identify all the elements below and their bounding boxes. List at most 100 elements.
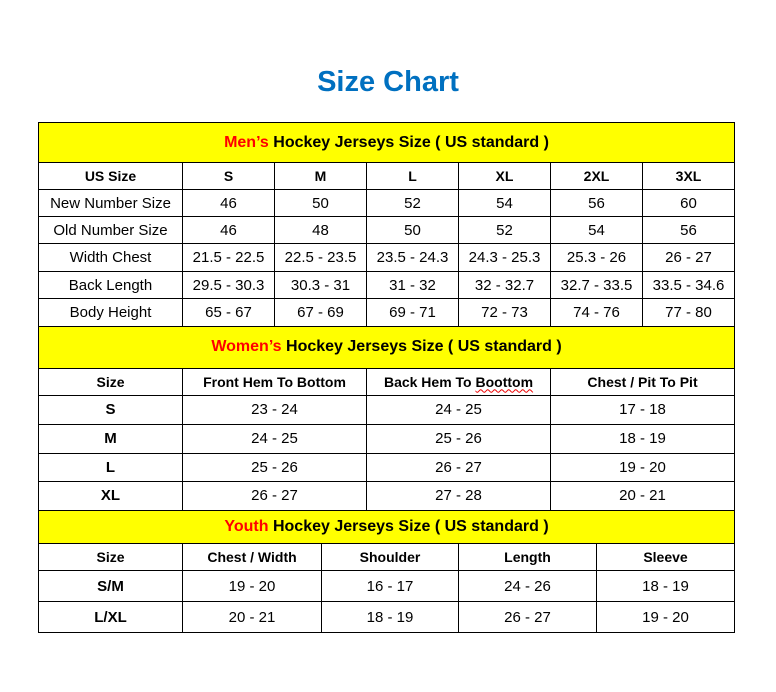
men-table: Men’s Hockey Jerseys Size ( US standard … [37, 122, 736, 327]
table-cell: 27 - 28 [366, 480, 551, 511]
table-row: Old Number Size 46 48 50 52 54 56 [38, 216, 736, 244]
table-cell: 22.5 - 23.5 [274, 243, 367, 272]
table-cell: 50 [274, 189, 367, 217]
table-cell: 25.3 - 26 [550, 243, 643, 272]
table-row: S/M 19 - 20 16 - 17 24 - 26 18 - 19 [38, 570, 736, 602]
table-cell: 19 - 20 [182, 570, 322, 602]
table-cell: 26 - 27 [182, 480, 367, 511]
column-header: 2XL [550, 162, 643, 190]
column-header: L [366, 162, 459, 190]
table-cell: 18 - 19 [321, 601, 459, 633]
row-label: Old Number Size [38, 216, 183, 244]
table-cell: 74 - 76 [550, 298, 643, 327]
table-cell: 56 [550, 189, 643, 217]
column-header: Chest / Width [182, 543, 322, 571]
youth-section-title: Youth Hockey Jerseys Size ( US standard … [37, 510, 736, 544]
row-label: L/XL [38, 601, 183, 633]
table-row: Width Chest 21.5 - 22.5 22.5 - 23.5 23.5 - … [38, 243, 736, 272]
table-cell: 24 - 25 [182, 423, 367, 454]
table-cell: 60 [641, 189, 736, 217]
table-cell: 25 - 26 [182, 452, 367, 482]
table-cell: 26 - 27 [641, 243, 736, 272]
table-row: XL 26 - 27 27 - 28 20 - 21 [38, 480, 736, 511]
men-section-title: Men’s Hockey Jerseys Size ( US standard … [37, 122, 736, 163]
table-cell: 24.3 - 25.3 [458, 243, 551, 272]
row-label: Body Height [38, 298, 183, 327]
table-cell: 20 - 21 [549, 480, 736, 511]
table-cell: 46 [182, 189, 275, 217]
table-cell: 20 - 21 [182, 601, 322, 633]
column-header: US Size [38, 162, 183, 190]
table-cell: 29.5 - 30.3 [182, 271, 275, 299]
table-cell: 54 [458, 189, 551, 217]
table-cell: 32 - 32.7 [458, 271, 551, 299]
column-header: Back Hem To Boottom [366, 367, 551, 396]
row-label: XL [38, 480, 183, 511]
table-cell: 17 - 18 [549, 395, 736, 425]
table-cell: 18 - 19 [595, 570, 736, 602]
table-cell: 23.5 - 24.3 [366, 243, 459, 272]
misspelled-word: Boottom [475, 373, 534, 390]
table-row: Back Length 29.5 - 30.3 30.3 - 31 31 - 32 32… [38, 271, 736, 299]
column-header: Size [38, 367, 183, 396]
table-cell: 24 - 25 [366, 395, 551, 425]
table-cell: 69 - 71 [366, 298, 459, 327]
table-cell: 16 - 17 [321, 570, 459, 602]
row-label: S/M [38, 570, 183, 602]
page-title: Size Chart [317, 66, 459, 98]
table-cell: 26 - 27 [366, 452, 551, 482]
table-cell: 23 - 24 [182, 395, 367, 425]
table-cell: 21.5 - 22.5 [182, 243, 275, 272]
table-row: M 24 - 25 25 - 26 18 - 19 [38, 423, 736, 454]
column-header: Chest / Pit To Pit [549, 367, 736, 396]
youth-table: Youth Hockey Jerseys Size ( US standard … [37, 510, 736, 633]
table-cell: 54 [550, 216, 643, 244]
row-label: L [38, 452, 183, 482]
table-cell: 46 [182, 216, 275, 244]
table-cell: 65 - 67 [182, 298, 275, 327]
column-header: S [182, 162, 275, 190]
table-row: L 25 - 26 26 - 27 19 - 20 [38, 452, 736, 482]
table-cell: 19 - 20 [549, 452, 736, 482]
column-header: Length [458, 543, 597, 571]
table-row: New Number Size 46 50 52 54 56 60 [38, 189, 736, 217]
column-header: Shoulder [321, 543, 459, 571]
row-label: New Number Size [38, 189, 183, 217]
row-label: M [38, 423, 183, 454]
column-header: M [274, 162, 367, 190]
women-header-row: Size Front Hem To Bottom Back Hem To Boo… [38, 367, 736, 396]
column-header: Sleeve [595, 543, 736, 571]
table-cell: 52 [366, 189, 459, 217]
size-chart: Men’s Hockey Jerseys Size ( US standard … [37, 122, 736, 633]
column-header: 3XL [641, 162, 736, 190]
column-header: Front Hem To Bottom [182, 367, 367, 396]
table-cell: 50 [366, 216, 459, 244]
table-cell: 26 - 27 [458, 601, 597, 633]
table-row: S 23 - 24 24 - 25 17 - 18 [38, 395, 736, 425]
table-cell: 31 - 32 [366, 271, 459, 299]
table-cell: 56 [641, 216, 736, 244]
table-row: L/XL 20 - 21 18 - 19 26 - 27 19 - 20 [38, 601, 736, 633]
youth-header-row: Size Chest / Width Shoulder Length Sleeve [38, 543, 736, 571]
table-cell: 72 - 73 [458, 298, 551, 327]
table-row: Body Height 65 - 67 67 - 69 69 - 71 72 - 73 7… [38, 298, 736, 327]
men-header-row: US Size S M L XL 2XL 3XL [38, 162, 736, 190]
table-cell: 67 - 69 [274, 298, 367, 327]
table-cell: 48 [274, 216, 367, 244]
table-cell: 52 [458, 216, 551, 244]
table-cell: 19 - 20 [595, 601, 736, 633]
women-section-title: Women’s Hockey Jerseys Size ( US standar… [37, 327, 736, 369]
row-label: Width Chest [38, 243, 183, 272]
table-cell: 18 - 19 [549, 423, 736, 454]
table-cell: 24 - 26 [458, 570, 597, 602]
row-label: Back Length [38, 271, 183, 299]
table-cell: 25 - 26 [366, 423, 551, 454]
column-header: XL [458, 162, 551, 190]
table-cell: 32.7 - 33.5 [550, 271, 643, 299]
table-cell: 77 - 80 [641, 298, 736, 327]
table-cell: 30.3 - 31 [274, 271, 367, 299]
column-header: Size [38, 543, 183, 571]
table-cell: 33.5 - 34.6 [641, 271, 736, 299]
row-label: S [38, 395, 183, 425]
women-table: Women’s Hockey Jerseys Size ( US standar… [37, 327, 736, 511]
